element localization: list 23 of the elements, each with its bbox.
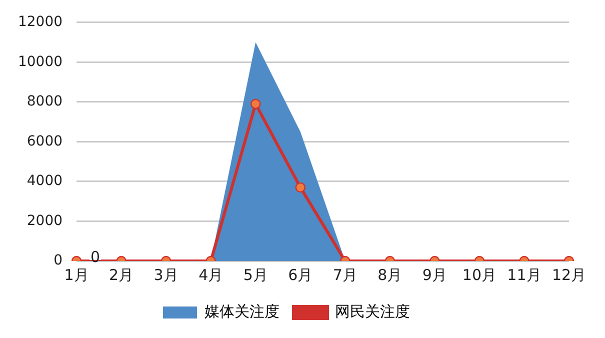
y-tick-label: 10000 bbox=[18, 54, 63, 70]
y-tick-label: 6000 bbox=[26, 133, 63, 150]
x-tick-label: 10月 bbox=[462, 266, 497, 284]
x-tick-label: 8月 bbox=[378, 266, 402, 284]
x-tick-label: 1月 bbox=[64, 266, 89, 284]
x-tick-label: 3月 bbox=[154, 266, 178, 284]
x-tick-label: 5月 bbox=[243, 266, 268, 284]
x-tick-label: 4月 bbox=[198, 266, 224, 284]
y-tick-label: 2000 bbox=[26, 212, 63, 229]
point bbox=[250, 98, 261, 110]
x-tick-label: 11月 bbox=[507, 266, 542, 284]
x-tick-label: 7月 bbox=[332, 266, 358, 284]
x-tick-label: 12月 bbox=[552, 266, 586, 284]
y-tick-label: 8000 bbox=[26, 94, 63, 110]
x-tick-label: 2月 bbox=[109, 266, 134, 284]
y-tick-label: 4000 bbox=[26, 173, 63, 190]
x-tick-label: 9月 bbox=[422, 266, 447, 284]
x-tick-label: 6月 bbox=[288, 266, 313, 284]
y-tick-label: 12000 bbox=[18, 14, 63, 30]
legend-label: 网民关注度 bbox=[335, 302, 410, 320]
legend-label: 媒体关注度 bbox=[204, 302, 280, 320]
point bbox=[295, 182, 306, 193]
y-tick-label: 0 bbox=[54, 252, 63, 269]
